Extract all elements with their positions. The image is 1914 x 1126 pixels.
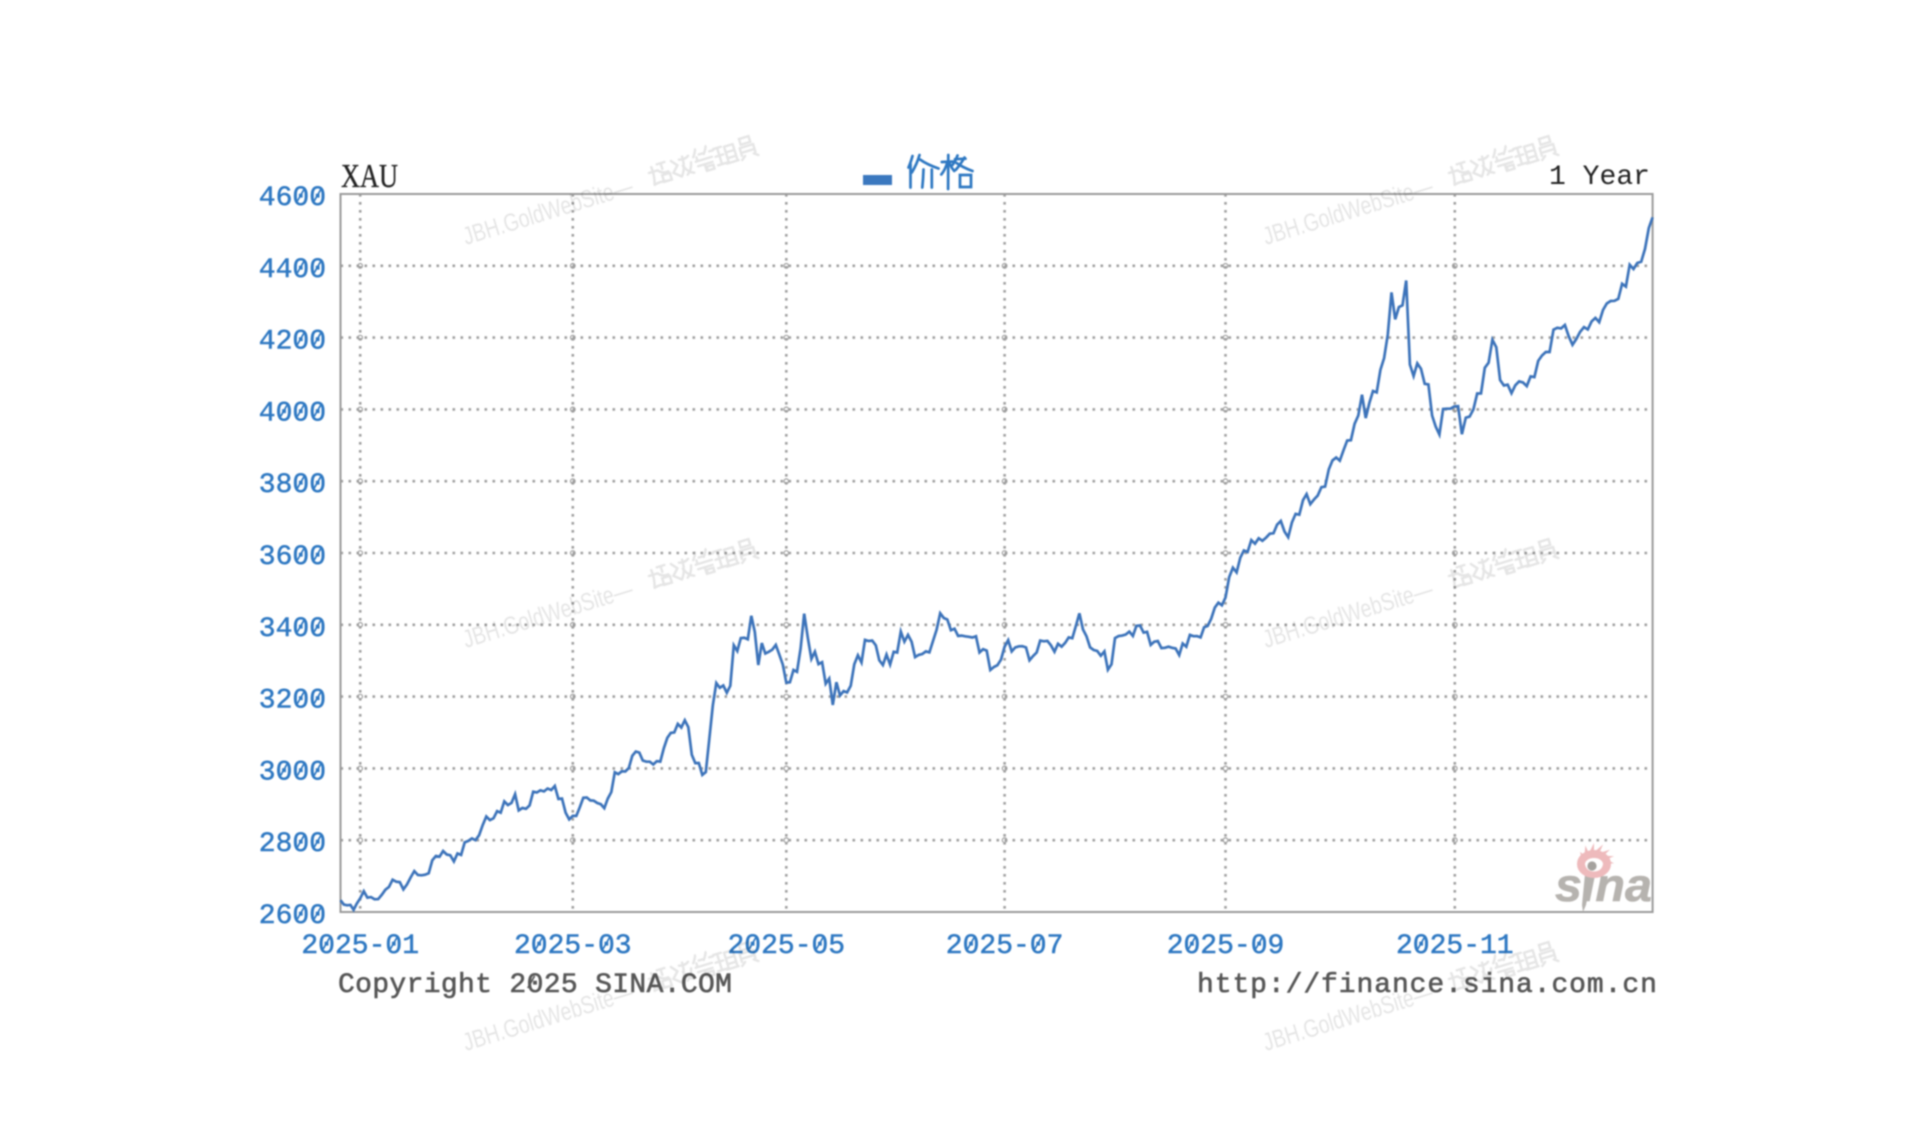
svg-text:2025-07: 2025-07 (946, 931, 1064, 962)
svg-text:1 Year: 1 Year (1549, 162, 1650, 193)
svg-text:JBH.GoldWebSite—: JBH.GoldWebSite— (1259, 172, 1436, 251)
svg-text:JBH.GoldWebSite—: JBH.GoldWebSite— (1259, 575, 1436, 654)
svg-text:http://finance.sina.com.cn: http://finance.sina.com.cn (1197, 970, 1658, 1001)
svg-text:2025-03: 2025-03 (514, 931, 632, 962)
svg-text:4000: 4000 (259, 398, 326, 429)
svg-text:JBH.GoldWebSite—: JBH.GoldWebSite— (459, 575, 636, 654)
svg-text:JBH.GoldWebSite—: JBH.GoldWebSite— (459, 172, 636, 251)
svg-text:sına: sına (1555, 859, 1652, 911)
svg-text:3000: 3000 (259, 757, 326, 788)
svg-text:2025-11: 2025-11 (1396, 931, 1514, 962)
svg-text:2025-01: 2025-01 (301, 931, 419, 962)
svg-text:2025-05: 2025-05 (727, 931, 845, 962)
svg-text:XAU: XAU (341, 158, 398, 195)
svg-text:Copyright 2025 SINA.COM: Copyright 2025 SINA.COM (338, 970, 732, 1001)
svg-text:2025-09: 2025-09 (1167, 931, 1285, 962)
